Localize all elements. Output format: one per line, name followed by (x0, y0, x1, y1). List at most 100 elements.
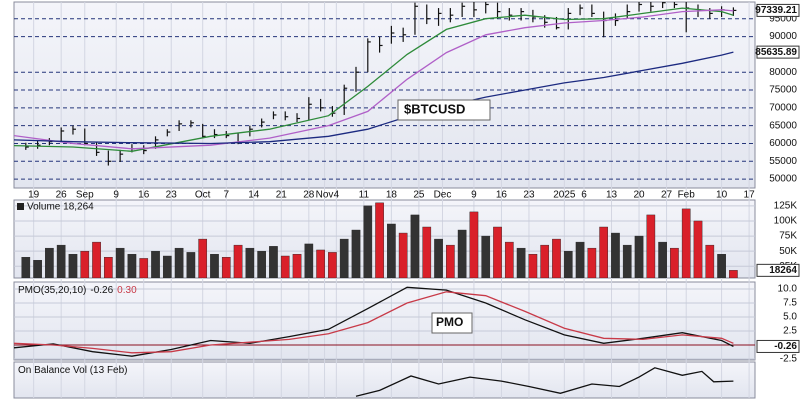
volume-bar (245, 247, 255, 278)
volume-bar (162, 255, 172, 278)
volume-bar (33, 260, 42, 278)
y-tick-label: 55000 (769, 156, 797, 167)
volume-bar (410, 214, 420, 278)
volume-bar (186, 252, 196, 278)
volume-bar (21, 257, 31, 278)
plot-area (14, 286, 755, 357)
title-box (397, 99, 491, 121)
last-pmo: -0.26 (774, 341, 797, 352)
volume-bar (705, 244, 715, 278)
volume-bar (375, 202, 384, 278)
volume-bar (45, 247, 54, 278)
volume-bar (304, 243, 314, 278)
y-tick-label: 5.0 (783, 312, 797, 323)
volume-bar (469, 211, 479, 278)
legend-swatch (17, 203, 24, 210)
x-tick-label: 11 (359, 190, 370, 201)
x-tick-label: 13 (606, 190, 618, 201)
y-tick-label: 80000 (769, 67, 797, 78)
volume-bar (198, 238, 208, 278)
volume-bar (115, 247, 125, 278)
y-tick-label: 10.0 (778, 284, 798, 295)
volume-bar (280, 255, 290, 278)
volume-bar (658, 241, 667, 278)
pmo-value: -0.26 (90, 285, 113, 296)
volume-bar (104, 257, 113, 278)
x-tick-label: 23 (523, 190, 535, 201)
y-tick-label: 65000 (769, 120, 797, 131)
volume-bar (717, 253, 726, 278)
volume-bar (693, 220, 703, 278)
volume-bar (210, 253, 219, 278)
volume-bar (233, 244, 243, 278)
x-tick-label: Oct (195, 190, 211, 201)
volume-bar (422, 226, 432, 278)
ma-last: 85635.89 (755, 47, 797, 58)
title-text: On Balance Vol (13 Feb) (18, 365, 128, 376)
plot-area (21, 202, 738, 278)
volume-bar (540, 244, 550, 278)
line (14, 9, 734, 150)
line (14, 7, 734, 152)
x-tick-label: 21 (276, 190, 288, 201)
volume-bar (493, 226, 502, 278)
x-tick-label: 26 (56, 190, 68, 201)
volume-bar (457, 229, 467, 278)
last-price: 97339.21 (755, 5, 797, 16)
volume-bar (398, 232, 408, 278)
annotation-box (431, 312, 473, 334)
volume-bar (139, 258, 149, 278)
y-tick-label: 75K (779, 231, 797, 242)
x-tick-label: Dec (434, 190, 452, 201)
y-tick-label: 7.5 (783, 298, 797, 309)
y-tick-label: 125K (774, 201, 798, 212)
panel-title: On Balance Vol (13 Feb) (18, 365, 128, 376)
volume-bar (681, 208, 691, 278)
volume-bar (127, 253, 137, 278)
volume-bar (528, 253, 538, 278)
volume-bar (446, 244, 455, 278)
chart-title: $BTCUSD (404, 101, 465, 116)
signal-value: 0.30 (117, 285, 137, 296)
last-price-box (756, 3, 800, 17)
volume-bar (599, 226, 608, 278)
title-text: PMO(35,20,10) (18, 285, 86, 296)
volume-bar (575, 241, 585, 278)
x-tick-label: 6 (581, 190, 587, 201)
y-tick-label: 60000 (769, 138, 797, 149)
volume-bar (634, 235, 644, 278)
y-tick-label: 90000 (769, 31, 797, 42)
x-tick-label: 10 (716, 190, 728, 201)
x-tick-label: 7 (223, 190, 229, 201)
last-volume-box (756, 263, 800, 277)
volume-bar (622, 244, 632, 278)
volume-bar (611, 232, 620, 278)
panel (13, 281, 756, 361)
x-tick-label: Sep (76, 190, 94, 201)
volume-bar (729, 270, 738, 278)
x-tick-label: Feb (678, 190, 696, 201)
annotation: PMO (436, 315, 463, 329)
volume-bar (563, 250, 573, 278)
volume-bar (328, 252, 337, 278)
volume-bar (292, 253, 302, 278)
volume-bar (434, 238, 443, 278)
line (355, 367, 734, 397)
volume-bar (151, 250, 160, 278)
x-tick-label: 19 (28, 190, 40, 201)
y-tick-label: -2.5 (780, 354, 798, 365)
x-tick-label: 2025 (553, 190, 576, 201)
x-tick-label: 18 (386, 190, 398, 201)
y-tick-label: 50K (779, 246, 797, 257)
x-tick-label: 9 (471, 190, 477, 201)
volume-bar (221, 257, 231, 278)
x-tick-label: 9 (113, 190, 119, 201)
x-tick-label: 27 (661, 190, 673, 201)
volume-bar (257, 250, 266, 278)
volume-bar (552, 238, 561, 278)
volume-bar (387, 223, 396, 278)
panel-title: Volume 18,264 (27, 202, 94, 213)
line (14, 291, 734, 354)
x-tick-label: 20 (633, 190, 645, 201)
